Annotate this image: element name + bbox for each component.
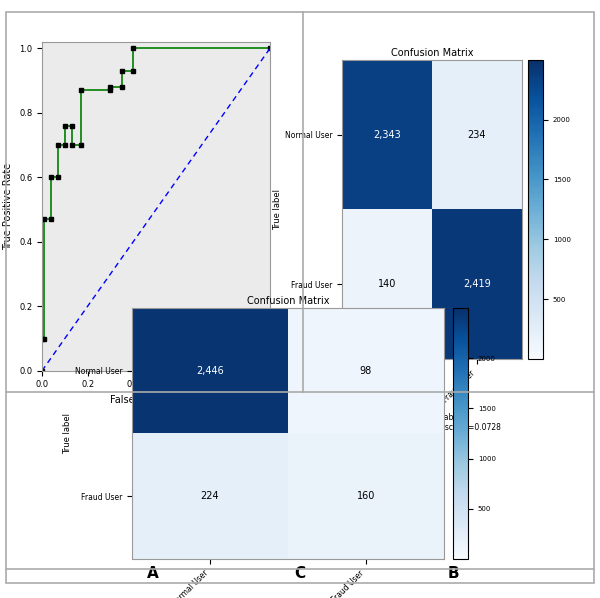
Title: Confusion Matrix: Confusion Matrix [247, 296, 329, 306]
Text: B: B [447, 566, 459, 581]
Text: C: C [295, 566, 305, 581]
Text: 2,419: 2,419 [463, 279, 491, 289]
Text: 234: 234 [468, 130, 486, 139]
Text: 224: 224 [200, 492, 220, 501]
Title: Confusion Matrix: Confusion Matrix [391, 48, 473, 57]
Text: 2,446: 2,446 [196, 366, 224, 376]
Y-axis label: True Positive Rate: True Positive Rate [4, 163, 13, 250]
Y-axis label: True label: True label [63, 413, 72, 454]
Legend: AUC Score = 0.908, AUC Percent 90.8%: AUC Score = 0.908, AUC Percent 90.8% [172, 345, 266, 367]
X-axis label: Predicted label
accuracy=0.9272; misclass=0.0728: Predicted label accuracy=0.9272; misclas… [363, 413, 501, 432]
Text: 160: 160 [357, 492, 375, 501]
Text: 140: 140 [378, 279, 396, 289]
Text: 2,343: 2,343 [373, 130, 401, 139]
Text: 98: 98 [360, 366, 372, 376]
X-axis label: False Positive Rate: False Positive Rate [110, 395, 202, 405]
Y-axis label: True label: True label [273, 189, 282, 230]
Text: A: A [147, 566, 159, 581]
